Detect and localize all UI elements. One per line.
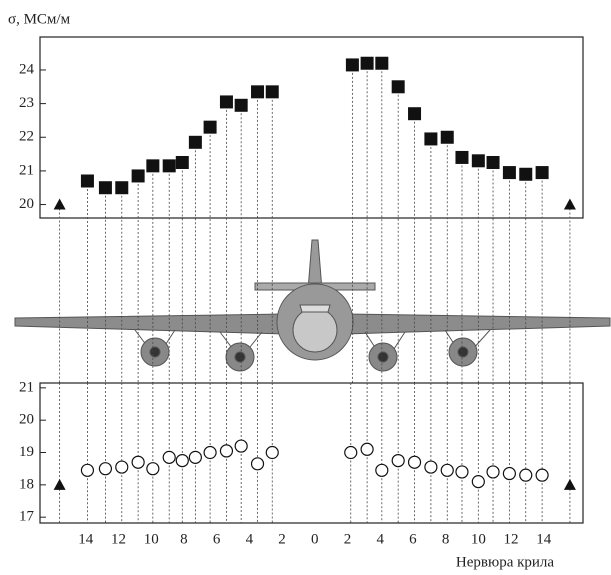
x-tick-label: 4 [246, 531, 254, 547]
x-tick-label: 0 [311, 531, 319, 547]
circle-point [131, 455, 145, 469]
square-point [188, 135, 202, 149]
square-point [98, 181, 112, 195]
square-point [219, 95, 233, 109]
circle-point [98, 462, 113, 476]
square-point [408, 107, 422, 121]
y-tick-label: 23 [19, 95, 34, 111]
airplane [14, 239, 611, 372]
x-tick-label: 6 [213, 531, 221, 547]
square-point [115, 181, 129, 195]
square-point [234, 98, 248, 112]
y-axis-label: σ, МСм/м [8, 11, 71, 27]
x-tick-label: 6 [409, 531, 417, 547]
circle-point [344, 445, 358, 460]
square-point [203, 120, 217, 134]
y-tick-label: 17 [19, 509, 35, 525]
square-point [486, 155, 500, 169]
square-point [175, 155, 189, 169]
y-tick-label: 20 [19, 412, 34, 428]
x-tick-label: 2 [278, 531, 286, 547]
circle-point [175, 453, 189, 468]
circle-point [391, 453, 405, 468]
y-tick-label: 24 [19, 61, 35, 77]
y-tick-label: 19 [19, 444, 34, 460]
circle-point [486, 465, 500, 479]
square-point [424, 132, 438, 146]
square-point [502, 166, 516, 180]
x-tick-label: 14 [78, 531, 94, 547]
y-tick-label: 20 [19, 196, 34, 212]
x-tick-label: 2 [344, 531, 352, 547]
x-tick-label: 14 [536, 531, 552, 547]
circle-point [250, 457, 265, 471]
x-tick-label: 10 [144, 531, 159, 547]
circle-point [455, 465, 469, 479]
square-point [455, 150, 469, 164]
x-tick-label: 4 [376, 531, 384, 547]
y-tick-label: 21 [19, 379, 34, 395]
circle-point [219, 444, 234, 458]
square-point [519, 167, 533, 181]
circle-point [502, 466, 517, 481]
square-point [162, 159, 176, 173]
circle-point [535, 468, 549, 482]
x-tick-label: 8 [442, 531, 450, 547]
circle-point [407, 455, 422, 469]
y-tick-label: 18 [19, 476, 34, 492]
square-point [345, 58, 359, 72]
triangle-point [563, 198, 576, 210]
square-point [535, 166, 549, 180]
square-point [146, 159, 160, 173]
circle-point [146, 462, 160, 476]
circle-point [265, 445, 279, 460]
circle-point [188, 450, 202, 464]
triangle-point [563, 478, 576, 490]
square-point [251, 85, 265, 99]
circle-point [424, 460, 438, 474]
square-point [471, 154, 485, 168]
x-tick-label: 12 [111, 531, 126, 547]
x-tick-label: 12 [504, 531, 519, 547]
circle-point [115, 460, 129, 474]
circle-point [519, 468, 533, 482]
square-point [391, 80, 405, 94]
square-point [375, 56, 389, 70]
circle-point [80, 463, 95, 477]
x-tick-label: 10 [471, 531, 486, 547]
square-point [440, 130, 454, 144]
square-point [360, 56, 374, 70]
x-axis-label: Нервюра крила [456, 554, 554, 570]
circle-point [440, 463, 454, 477]
y-tick-label: 22 [19, 129, 34, 145]
plot-frame [39, 36, 584, 219]
circle-point [471, 475, 485, 489]
triangle-point [53, 198, 66, 210]
square-point [131, 169, 145, 183]
circle-point [360, 442, 374, 456]
triangle-point [53, 478, 66, 490]
circle-point [203, 445, 217, 460]
circle-point [162, 450, 176, 464]
x-tick-label: 8 [180, 531, 188, 547]
square-point [265, 85, 279, 99]
y-tick-label: 21 [19, 162, 34, 178]
square-point [80, 174, 94, 188]
circle-point [234, 439, 248, 453]
circle-point [375, 463, 389, 477]
